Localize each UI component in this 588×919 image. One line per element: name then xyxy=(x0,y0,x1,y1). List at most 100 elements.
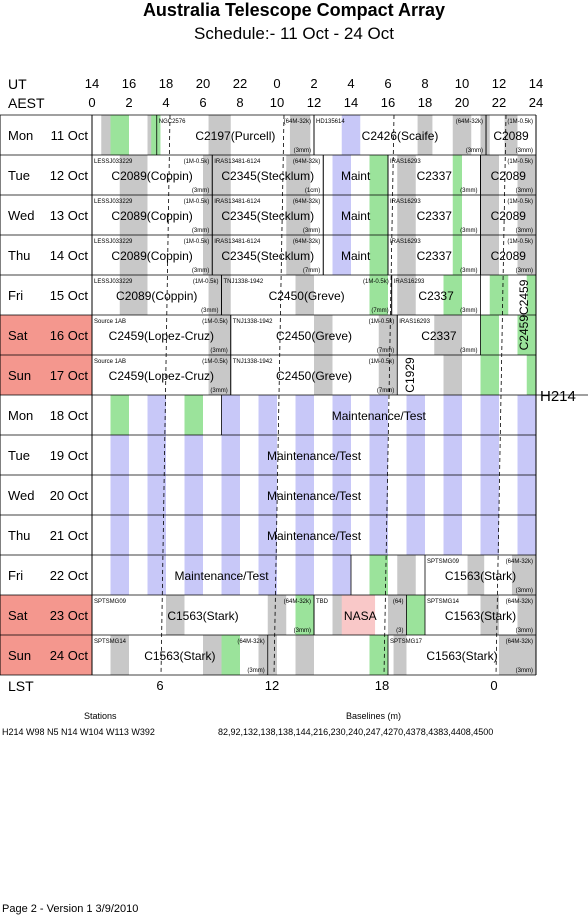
schedule-strip xyxy=(443,355,462,395)
correlator-tag: (1M-0.5k) xyxy=(507,159,533,165)
tick-label: 2 xyxy=(125,95,133,110)
correlator-tag: (64M-32k) xyxy=(284,119,311,125)
tick-label: 22 xyxy=(491,95,507,110)
schedule-strip xyxy=(369,395,388,435)
schedule-strip xyxy=(517,315,536,355)
schedule-strip xyxy=(369,515,388,555)
tick-label: 20 xyxy=(454,95,470,110)
schedule-strip xyxy=(517,475,536,515)
schedule-strip xyxy=(369,155,388,195)
schedule-strip xyxy=(110,435,129,475)
band-tag: (7mm) xyxy=(303,268,320,274)
tick-label: 0 xyxy=(88,95,96,110)
band-tag: (3mm) xyxy=(516,188,533,194)
tick-label: 6 xyxy=(199,95,207,110)
schedule-strip xyxy=(480,155,499,195)
day-date: 18 Oct xyxy=(50,408,89,423)
schedule-strip xyxy=(517,515,536,555)
project-label: C2345(Stecklum) xyxy=(221,249,314,263)
schedule-strip xyxy=(184,475,203,515)
day-date: 22 Oct xyxy=(50,568,89,583)
schedule-strip xyxy=(295,435,314,475)
schedule-strip xyxy=(119,195,148,235)
source-tag: IRAS16293 xyxy=(394,279,425,285)
project-label: C2337 xyxy=(418,289,454,303)
correlator-tag: (1M-0.5k) xyxy=(369,319,395,325)
stations-list: H214 W98 N5 N14 W104 W113 W392 xyxy=(2,727,155,737)
project-label: C1563(Stark) xyxy=(445,569,516,583)
band-tag: (3mm) xyxy=(201,308,218,314)
schedule-strip xyxy=(221,475,240,515)
project-label: C2337 xyxy=(417,209,453,223)
schedule-strip xyxy=(369,195,388,235)
schedule-strip xyxy=(110,555,129,595)
lst-tick-label: 0 xyxy=(490,678,498,693)
band-tag: (3mm) xyxy=(460,348,477,354)
schedule-strip xyxy=(480,435,499,475)
band-tag: (3mm) xyxy=(516,668,533,674)
schedule-strip xyxy=(443,515,462,555)
band-tag: (3) xyxy=(396,628,403,634)
project-label: Maintenance/Test xyxy=(332,409,427,423)
project-label: C1563(Stark) xyxy=(167,609,238,623)
schedule-strip xyxy=(406,395,425,435)
schedule-strip xyxy=(314,355,333,395)
schedule-strip xyxy=(203,195,231,235)
source-tag: IRAS13481-6124 xyxy=(214,239,261,245)
correlator-tag: (1M-0.5k) xyxy=(202,359,228,365)
day-weekday: Sun xyxy=(8,368,31,383)
day-date: 14 Oct xyxy=(50,248,89,263)
source-tag: TNJ1338-1942 xyxy=(224,279,264,285)
project-label: Maint xyxy=(341,249,371,263)
tick-label: 16 xyxy=(121,76,137,91)
schedule-strip xyxy=(258,475,277,515)
schedule-strip xyxy=(397,275,416,315)
project-label: Maintenance/Test xyxy=(267,529,362,543)
source-tag: SPTSMG09 xyxy=(427,559,460,565)
schedule-strip xyxy=(393,635,407,675)
schedule-strip xyxy=(406,515,425,555)
source-tag: SPTSMG14 xyxy=(427,599,460,605)
schedule-strip xyxy=(480,515,499,555)
band-tag: (3mm) xyxy=(210,348,227,354)
ut-axis-label: UT xyxy=(8,76,27,92)
weekend-cell xyxy=(0,595,92,635)
schedule-strip xyxy=(443,395,462,435)
tick-label: 22 xyxy=(232,76,248,91)
lst-line xyxy=(495,114,507,676)
band-tag: (3mm) xyxy=(294,628,311,634)
source-tag: LESSJ033229 xyxy=(94,239,133,245)
band-tag: (7mm) xyxy=(377,348,394,354)
band-tag: (7mm) xyxy=(371,308,388,314)
day-weekday: Sat xyxy=(8,608,28,623)
day-date: 16 Oct xyxy=(50,328,89,343)
schedule-strip xyxy=(147,435,166,475)
schedule-strip xyxy=(110,395,129,435)
tick-label: 2 xyxy=(310,76,318,91)
lst-line xyxy=(160,114,171,676)
schedule-strip xyxy=(119,155,148,195)
schedule-strip xyxy=(258,515,277,555)
schedule-strip xyxy=(480,115,490,155)
lst-axis-label: LST xyxy=(8,678,34,694)
schedule-strip xyxy=(452,235,462,275)
schedule-strip xyxy=(452,155,462,195)
tick-label: 16 xyxy=(380,95,396,110)
schedule-strip xyxy=(147,555,166,595)
correlator-tag: (1M-0.5k) xyxy=(507,199,533,205)
source-tag: LESSJ033229 xyxy=(94,199,133,205)
correlator-tag: (1M-0.5k) xyxy=(363,279,389,285)
source-tag: IRAS13481-6124 xyxy=(214,159,261,165)
lst-tick-label: 6 xyxy=(156,678,164,693)
schedule-strip xyxy=(208,315,231,355)
source-tag: SPTSMG17 xyxy=(390,639,423,645)
schedule-title: Australia Telescope Compact Array xyxy=(142,0,446,20)
day-weekday: Wed xyxy=(8,488,35,503)
tick-label: 0 xyxy=(273,76,281,91)
schedule-strip xyxy=(480,475,499,515)
schedule-strip xyxy=(166,595,185,635)
day-date: 13 Oct xyxy=(50,208,89,223)
tick-label: 6 xyxy=(384,76,392,91)
day-weekday: Wed xyxy=(8,208,35,223)
schedule-strip xyxy=(203,155,231,195)
